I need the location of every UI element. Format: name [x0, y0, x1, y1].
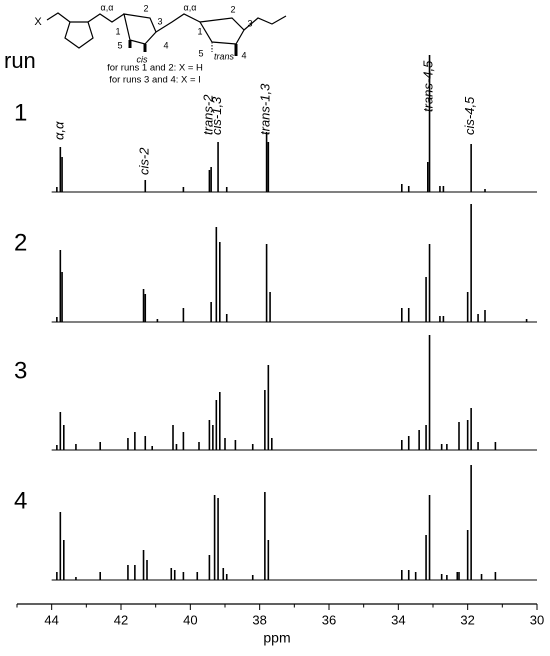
peak-annotation: cis-2 — [136, 147, 151, 175]
structure-skeleton — [46, 12, 287, 56]
run-label: run — [4, 48, 36, 73]
structure-label: cis — [137, 54, 148, 64]
structure-label: 5 — [117, 40, 122, 50]
x-tick-label: 40 — [183, 612, 197, 627]
structure-label: 3 — [157, 16, 162, 26]
ring — [123, 13, 157, 45]
structure-note: for runs 1 and 2: X = H — [107, 63, 203, 74]
structure-label: 5 — [198, 48, 203, 58]
bond — [87, 13, 125, 23]
peak-annotation: cis-1,3 — [209, 96, 224, 135]
peak-annotation: trans-1,3 — [258, 83, 273, 135]
run-number: 2 — [14, 229, 27, 256]
bond — [243, 15, 287, 31]
x-axis-label: ppm — [263, 630, 290, 646]
ring — [64, 21, 94, 49]
structure-label: α,α — [184, 2, 197, 12]
structure-label: α,α — [101, 2, 114, 12]
structure-label: X — [34, 16, 42, 28]
run-number: 4 — [14, 487, 27, 514]
structure-label: trans — [214, 51, 235, 61]
structure-label: 4 — [163, 40, 168, 50]
x-tick-label: 30 — [530, 612, 544, 627]
x-tick-label: 32 — [460, 612, 474, 627]
run-number: 1 — [14, 99, 27, 126]
structure-note: for runs 3 and 4: X = I — [109, 75, 201, 86]
bond — [46, 12, 71, 23]
ring — [199, 17, 245, 45]
structure-label: 2 — [143, 3, 148, 13]
peak-annotation: cis-4,5 — [462, 96, 477, 135]
run-number: 3 — [14, 357, 27, 384]
structure-label: 2 — [230, 4, 235, 14]
structure-label: 1 — [197, 26, 202, 36]
bond — [155, 13, 201, 33]
structure-label: 3 — [247, 18, 252, 28]
x-tick-label: 42 — [114, 612, 128, 627]
structure-label: 4 — [241, 50, 246, 60]
x-tick-label: 36 — [322, 612, 336, 627]
x-tick-label: 44 — [44, 612, 58, 627]
structure-label: 1 — [115, 26, 120, 36]
x-tick-label: 38 — [252, 612, 266, 627]
x-tick-label: 34 — [391, 612, 405, 627]
peak-annotation: trans-4,5 — [421, 60, 436, 112]
peak-annotation: α,α — [51, 121, 66, 140]
peak-annotation: trans-2 — [200, 94, 215, 135]
